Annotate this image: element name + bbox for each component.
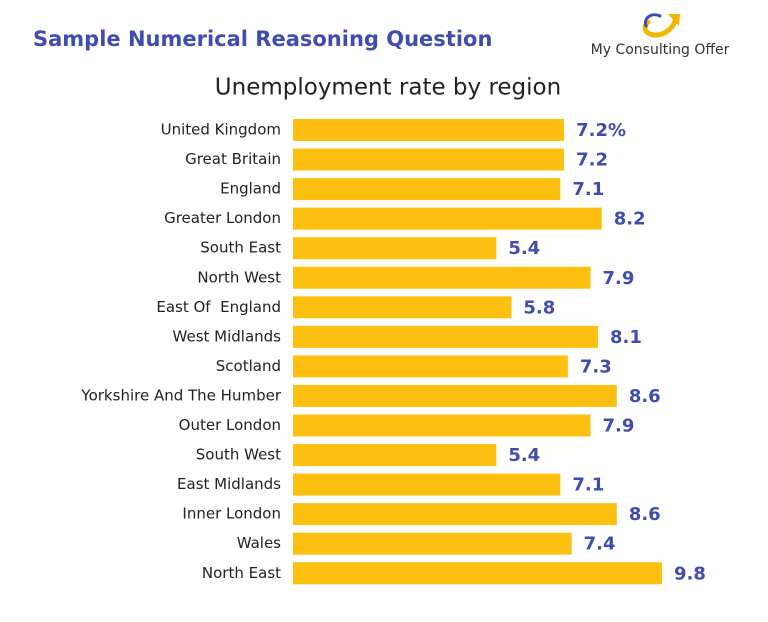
bar [293, 414, 591, 437]
bar [293, 266, 591, 289]
value-label: 7.3 [580, 356, 612, 377]
value-label: 8.2 [614, 209, 646, 230]
bar [293, 532, 572, 555]
value-label: 8.1 [610, 327, 642, 348]
value-label: 5.4 [508, 238, 540, 259]
value-label: 7.1 [572, 475, 604, 496]
category-label: England [220, 180, 281, 198]
logo-text: My Consulting Offer [591, 42, 730, 58]
bar [293, 325, 598, 348]
bar [293, 178, 561, 201]
value-label: 7.2% [576, 120, 626, 141]
chart-title: Unemployment rate by region [215, 75, 561, 101]
bar [293, 384, 617, 407]
bar [293, 355, 568, 378]
value-label: 7.4 [584, 534, 616, 555]
category-label: South West [196, 446, 281, 464]
bar [293, 296, 512, 319]
value-label: 7.1 [572, 179, 604, 200]
category-label: Inner London [182, 505, 281, 523]
category-label: North West [197, 268, 281, 286]
category-label: Wales [237, 534, 281, 552]
value-label: 9.8 [674, 563, 706, 584]
value-label: 7.9 [602, 268, 634, 289]
value-label: 7.2 [576, 150, 608, 171]
category-label: East Midlands [177, 475, 281, 493]
category-label: Yorkshire And The Humber [80, 386, 281, 404]
page-title: Sample Numerical Reasoning Question [33, 27, 492, 51]
bar [293, 503, 617, 526]
category-label: Outer London [179, 416, 281, 434]
bar [293, 562, 662, 585]
category-label: Great Britain [185, 150, 281, 168]
bar [293, 473, 561, 496]
category-label: United Kingdom [161, 121, 281, 139]
bar [293, 119, 565, 141]
logo-icon [642, 13, 680, 38]
category-label: Scotland [216, 357, 281, 375]
category-label: West Midlands [173, 327, 282, 345]
value-label: 8.6 [629, 504, 661, 525]
bar [293, 444, 497, 467]
value-label: 7.9 [602, 416, 634, 437]
bar [293, 207, 602, 230]
value-label: 8.6 [629, 386, 661, 407]
bar [293, 237, 497, 260]
category-label: South East [200, 239, 281, 257]
bar [293, 148, 565, 171]
category-label: East Of England [156, 298, 281, 316]
category-label: Greater London [164, 209, 281, 227]
category-label: North East [202, 564, 281, 582]
value-label: 5.8 [523, 297, 555, 318]
value-label: 5.4 [508, 445, 540, 466]
